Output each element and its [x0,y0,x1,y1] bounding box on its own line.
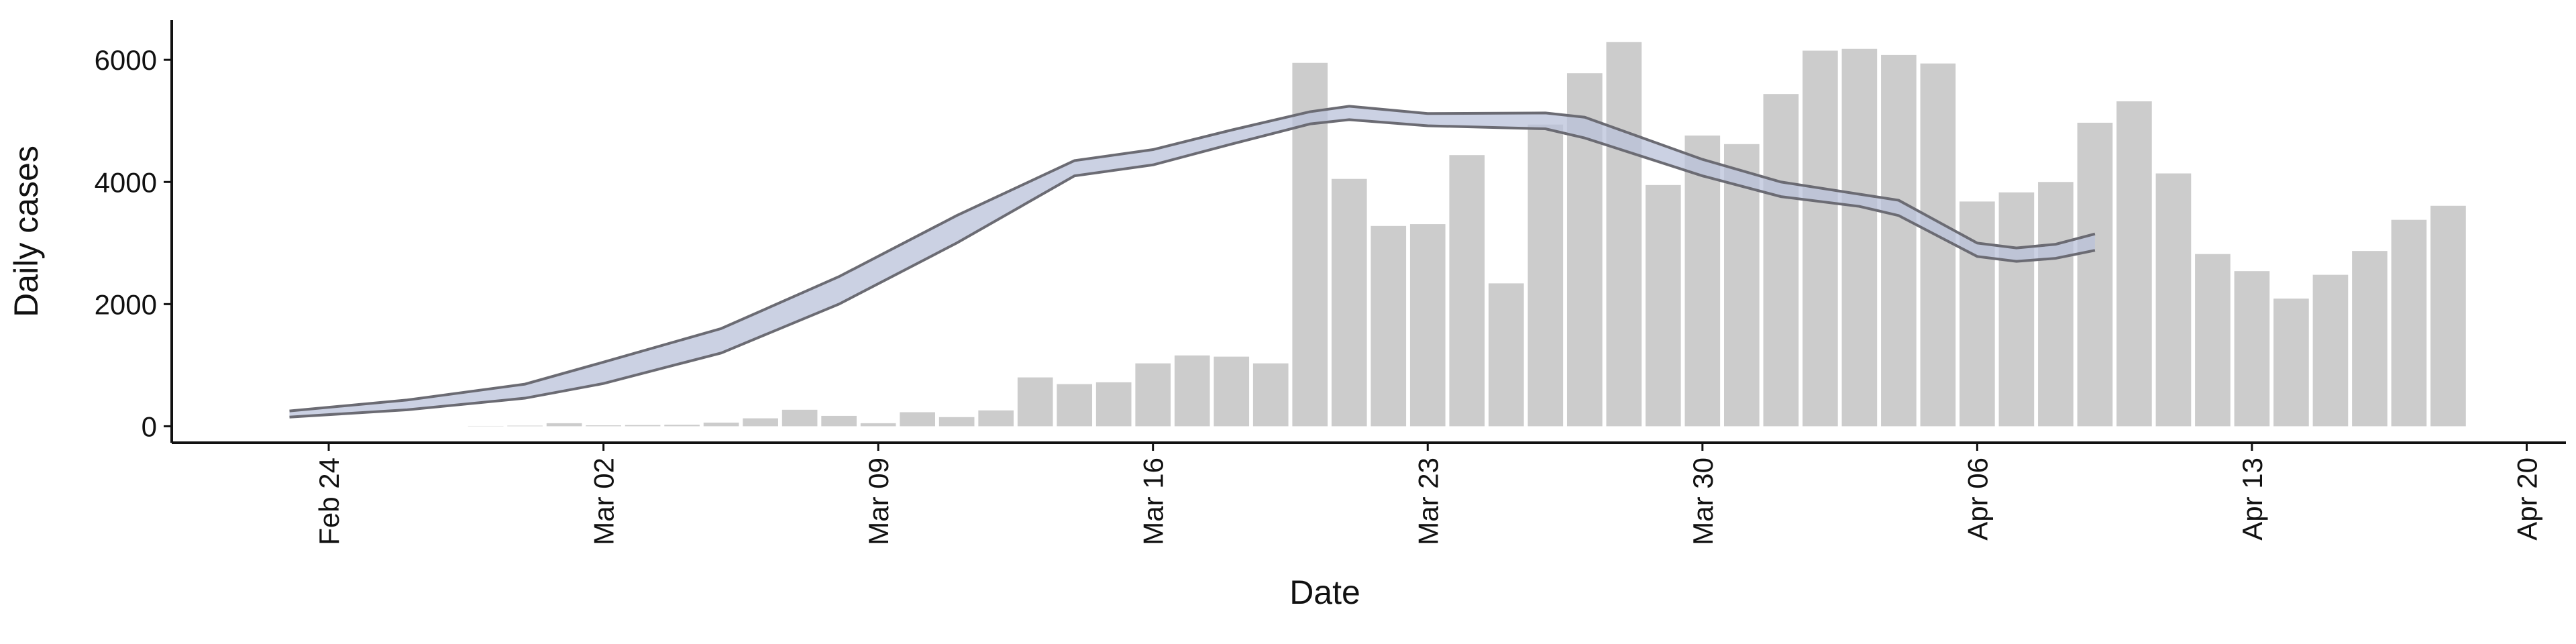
x-tick-label: Apr 20 [2511,458,2542,541]
bar [1017,377,1053,427]
interval-line [289,118,2096,419]
bar [1920,63,1956,427]
x-tick-label: Mar 16 [1138,458,1169,545]
bar [586,425,621,427]
y-tick-label: 4000 [95,166,157,198]
bar [664,425,700,427]
bar [1135,363,1171,427]
x-axis-title: Date [1289,574,1360,611]
x-tick-label: Mar 02 [588,458,620,545]
bar [860,423,896,427]
bar [2116,101,2152,427]
bar [1803,50,1838,427]
bar [1881,54,1917,427]
bar [703,422,739,427]
bar [1998,192,2035,427]
x-tick-label: Apr 13 [2237,458,2268,541]
bar [1488,283,1524,427]
y-tick-label: 6000 [95,44,157,76]
bar [1174,355,1210,427]
bar [938,417,975,427]
bar [1331,178,1367,427]
bar [2234,271,2270,427]
bar [1057,384,1093,427]
bar [1252,363,1289,427]
bar [507,425,543,427]
x-tick-label: Apr 06 [1962,458,1993,541]
bar [1763,94,1799,427]
interval-line [289,105,2096,413]
bar [978,410,1014,427]
y-axis-title: Daily cases [7,146,45,317]
y-tick-label: 0 [142,411,157,442]
bar [1684,136,1721,427]
x-tick-label: Mar 30 [1687,458,1719,545]
bar [625,425,661,427]
bar [2391,219,2427,427]
bar [1449,155,1485,427]
bar [782,409,818,427]
bar [546,423,582,427]
bar [821,415,857,427]
bar [1527,124,1564,427]
bar [900,412,935,427]
bar [1645,184,1681,427]
bar [2155,173,2192,427]
bar [743,418,778,427]
bar [1371,225,1407,427]
bar [2038,182,2074,427]
bar [1606,42,1642,427]
y-tick-label: 2000 [95,288,157,320]
bar [1214,356,1250,427]
interval-band [289,106,2095,417]
bar [1723,144,1760,427]
bar [2195,254,2231,427]
bar [2352,251,2387,427]
bar [2077,122,2113,427]
bar [2273,299,2309,427]
bar [1095,382,1132,427]
x-tick-label: Feb 24 [313,458,345,545]
bar [1841,48,1878,427]
x-tick-label: Mar 09 [863,458,894,545]
bar [2312,274,2349,427]
x-tick-label: Mar 23 [1412,458,1444,545]
bar [1409,224,1446,427]
bar [2430,205,2466,427]
